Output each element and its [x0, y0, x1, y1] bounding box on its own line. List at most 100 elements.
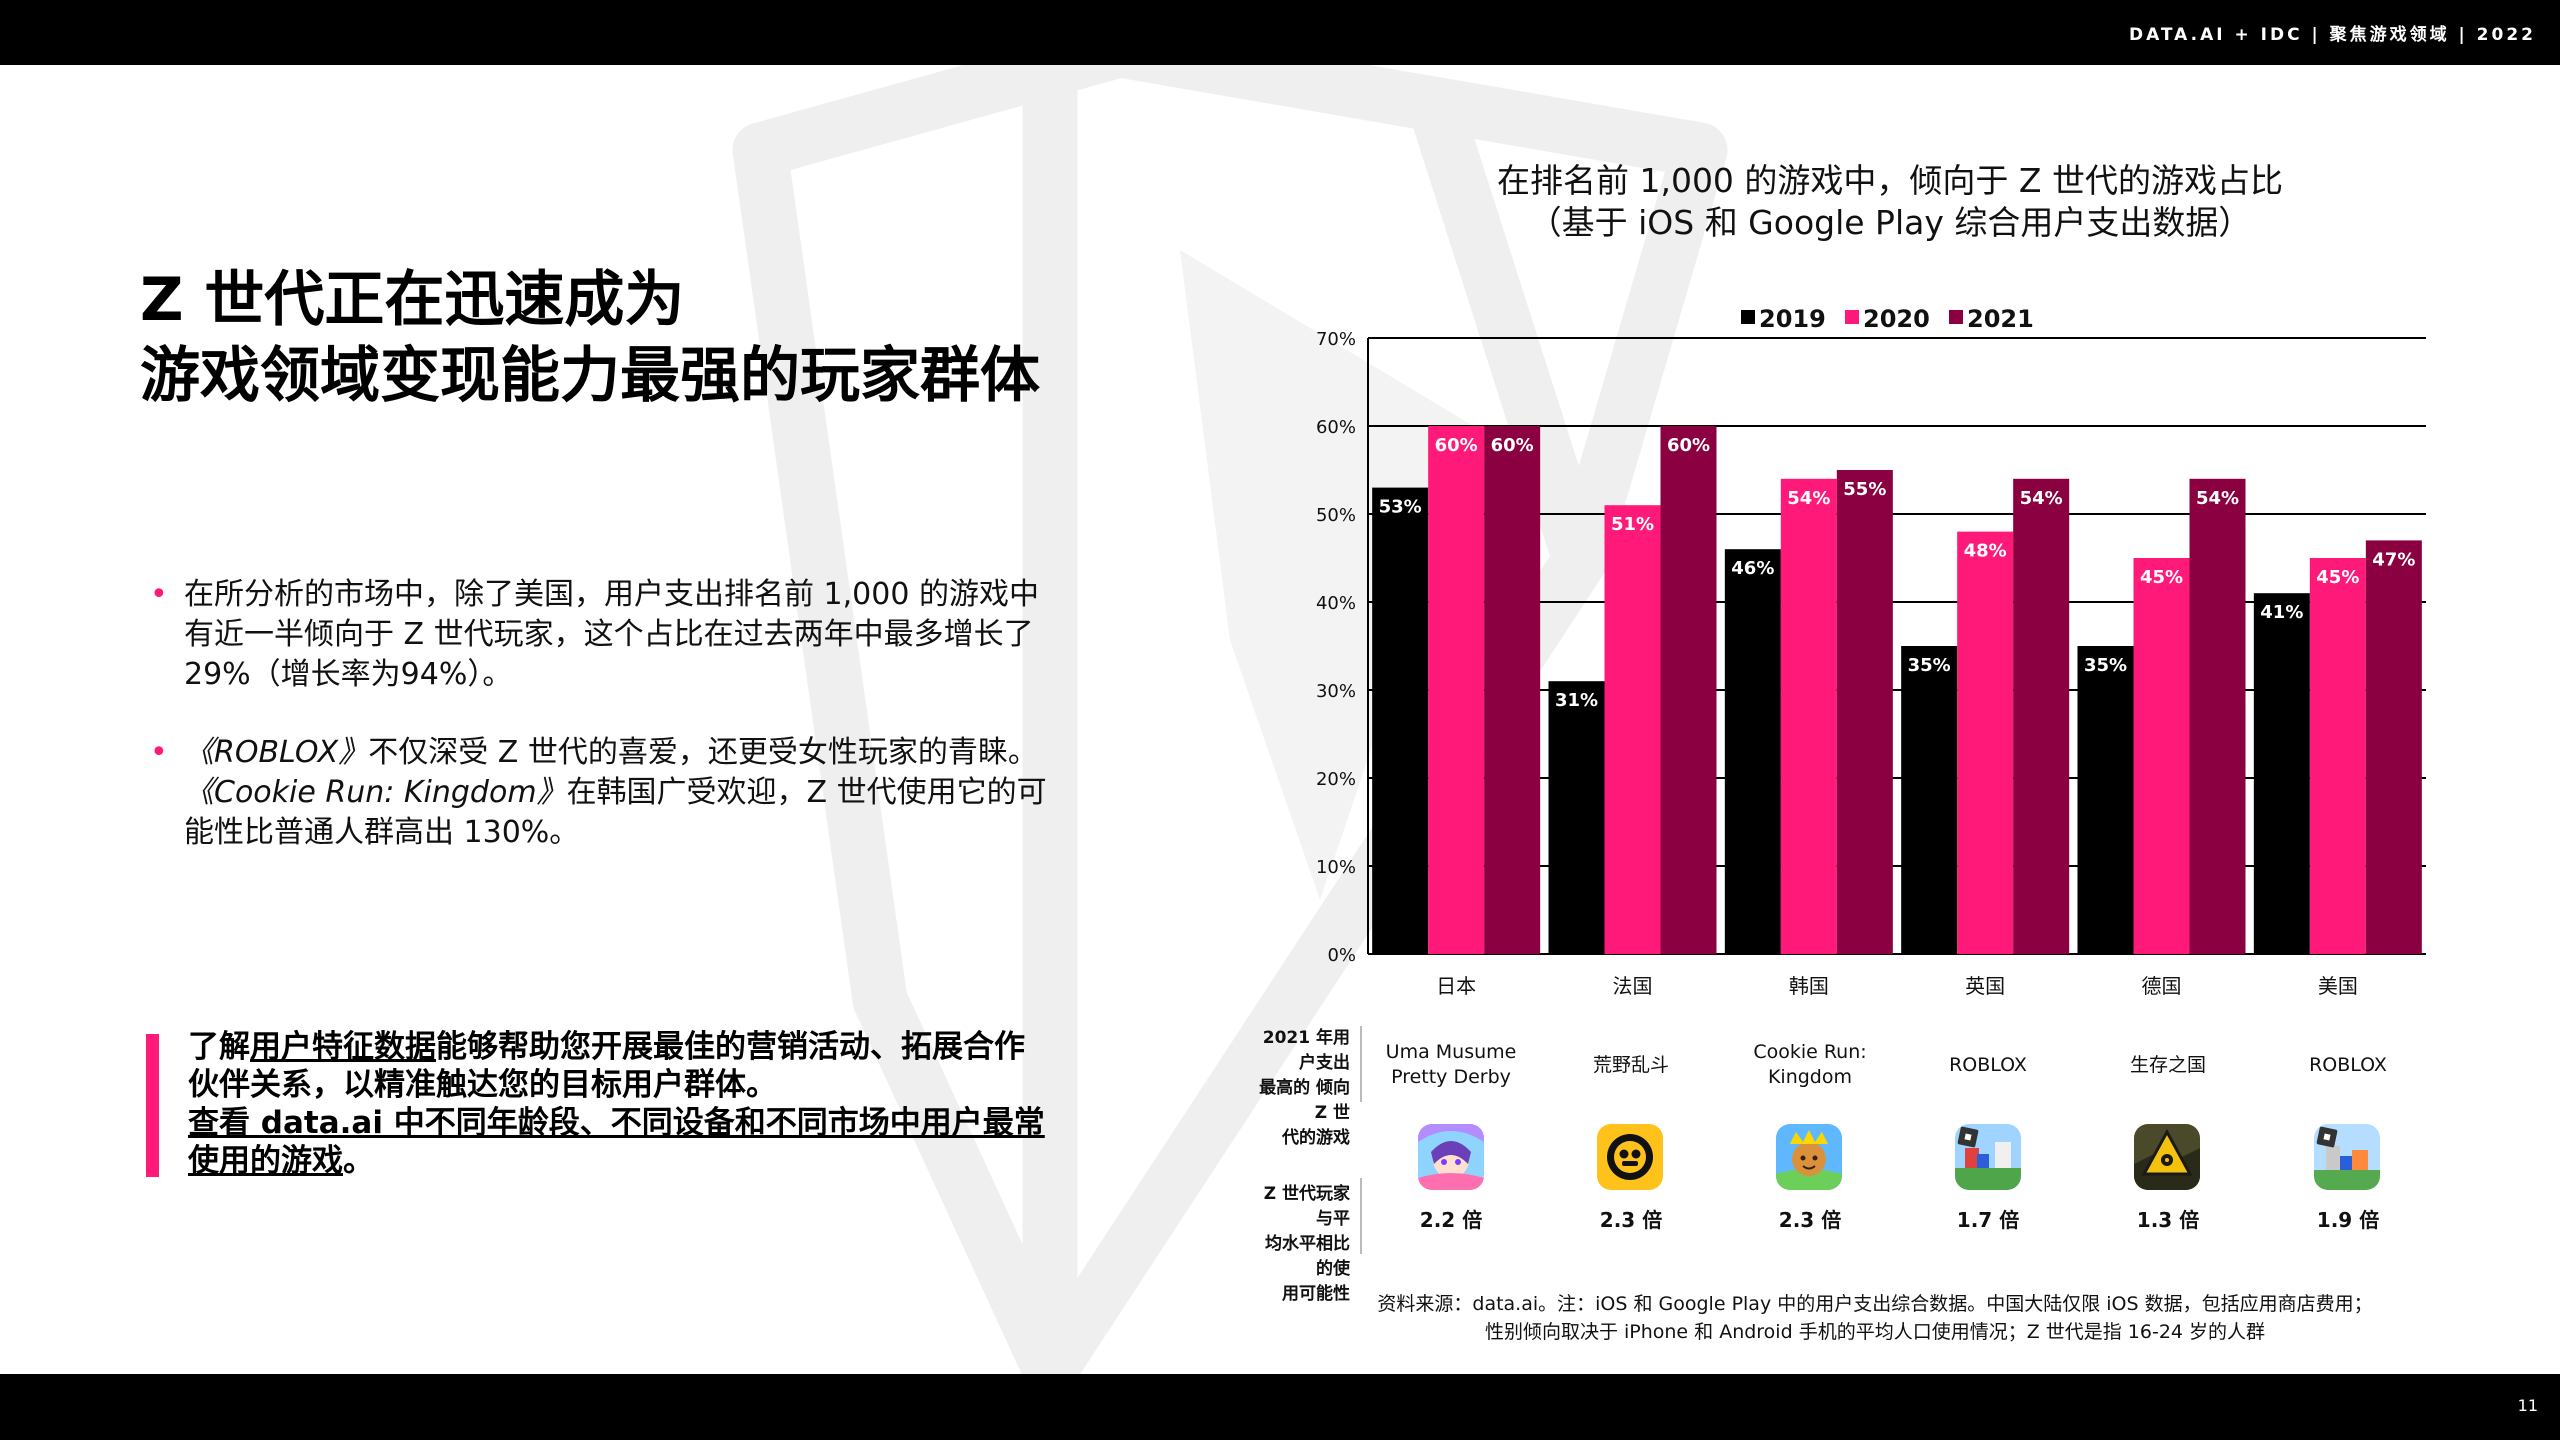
x-tick-label: 德国: [2142, 974, 2182, 998]
roblox-icon: [1955, 1124, 2021, 1190]
y-tick-label: 60%: [1316, 417, 1356, 438]
key-point-2-line-3: 能性比普通人群高出 130%。: [184, 815, 580, 850]
bar-chart: 0% 10% 20% 30% 40% 50% 60% 70% 53% 60% 60% 日本 31% 51%…: [1316, 305, 2426, 998]
bar-2019: [1372, 487, 1429, 954]
row-divider: [1360, 1026, 1362, 1102]
legend-label-2019: 2019: [1759, 305, 1826, 333]
top-bar: DATA.AI + IDC | 聚焦游戏领域 | 2022: [0, 0, 2560, 65]
data-label: 41%: [2260, 602, 2303, 623]
game-name-uk: ROBLOX: [1903, 1053, 2073, 1078]
brawl-stars-icon: [1597, 1124, 1663, 1190]
page-title: Z 世代正在迅速成为 游戏领域变现能力最强的玩家群体: [140, 262, 1040, 414]
chart-subtitle: （基于 iOS 和 Google Play 综合用户支出数据）: [1528, 203, 2252, 242]
cta-line-4-post: 。: [343, 1143, 374, 1179]
cta-line-1-pre: 了解: [188, 1029, 250, 1065]
top-games-link-line-2[interactable]: 使用的游戏: [188, 1143, 343, 1179]
bar-2019: [1901, 646, 1958, 954]
cta-accent-bar: [146, 1034, 159, 1177]
likelihood-value-korea: 2.3 倍: [1778, 1208, 1842, 1232]
likelihood-value-uk: 1.7 倍: [1956, 1208, 2020, 1232]
bar-2021: [2189, 478, 2246, 954]
data-label: 46%: [1731, 558, 1774, 579]
state-of-survival-icon: [2134, 1124, 2200, 1190]
top-game-row-label-line-1: 2021 年用户支出: [1262, 1028, 1350, 1073]
top-games-link-line-1[interactable]: 查看 data.ai 中不同年龄段、不同设备和不同市场中用户最常: [188, 1105, 1045, 1141]
data-label: 45%: [2140, 567, 2183, 588]
data-label: 35%: [2084, 655, 2127, 676]
game-name-line: ROBLOX: [1949, 1054, 2027, 1076]
likelihood-value-japan: 2.2 倍: [1419, 1208, 1483, 1232]
uma-musume-icon: [1418, 1124, 1484, 1190]
bar-2020: [1780, 478, 1837, 954]
game-name-germany: 生存之国: [2083, 1053, 2253, 1078]
source-note-line-2: 性别倾向取决于 iPhone 和 Android 手机的平均人口使用情况；Z 世…: [1484, 1321, 2266, 1343]
bar-2020: [2309, 558, 2366, 954]
top-game-row-label: 2021 年用户支出 最高的 倾向Z 世 代的游戏: [1250, 1026, 1350, 1151]
cta-line-4: 使用的游戏。: [188, 1142, 1088, 1180]
bar-2020: [1604, 505, 1661, 954]
x-tick-label: 英国: [1965, 974, 2005, 998]
y-tick-label: 30%: [1316, 681, 1356, 702]
legend-label-2020: 2020: [1863, 305, 1930, 333]
likelihood-value-france: 2.3 倍: [1599, 1208, 1663, 1232]
game-name-line: Pretty Derby: [1391, 1066, 1511, 1088]
data-label: 54%: [2196, 488, 2239, 509]
y-tick-label: 0%: [1327, 945, 1356, 966]
x-tick-label: 法国: [1613, 974, 1653, 998]
bar-2021: [2365, 540, 2422, 954]
bar-2019: [2077, 646, 2134, 954]
source-note-line-1: 资料来源：data.ai。注：iOS 和 Google Play 中的用户支出综…: [1377, 1293, 2373, 1315]
bar-2021: [1484, 426, 1541, 954]
legend-swatch-2021: [1949, 310, 1963, 324]
chart-title: 在排名前 1,000 的游戏中，倾向于 Z 世代的游戏占比 （基于 iOS 和 …: [1380, 160, 2400, 244]
data-label: 35%: [1908, 655, 1951, 676]
data-label: 60%: [1435, 435, 1478, 456]
likelihood-row-label-line-1: Z 世代玩家与平: [1263, 1184, 1350, 1229]
bar-2019: [1548, 681, 1605, 954]
top-game-row-label-line-3: 代的游戏: [1282, 1128, 1350, 1148]
data-label: 53%: [1379, 497, 1422, 518]
y-tick-label: 10%: [1316, 857, 1356, 878]
likelihood-value-germany: 1.3 倍: [2136, 1208, 2200, 1232]
source-note: 资料来源：data.ai。注：iOS 和 Google Play 中的用户支出综…: [1300, 1290, 2450, 1346]
x-tick-label: 韩国: [1789, 974, 1829, 998]
key-point-1-line-2: 有近一半倾向于 Z 世代玩家，这个占比在过去两年中最多增长了: [184, 617, 1034, 652]
row-divider: [1360, 1178, 1362, 1254]
bar-2020: [2133, 558, 2190, 954]
data-label: 45%: [2316, 567, 2359, 588]
data-label: 48%: [1964, 541, 2007, 562]
data-label: 51%: [1611, 514, 1654, 535]
data-label: 60%: [1491, 435, 1534, 456]
game-name-line: Cookie Run:: [1753, 1041, 1867, 1063]
likelihood-value-usa: 1.9 倍: [2316, 1208, 2380, 1232]
bar-2019: [2253, 593, 2310, 954]
key-point-1-line-3: 29%（增长率为94%）。: [184, 657, 513, 692]
cta-line-1-post: 能够帮助您开展最佳的营销活动、拓展合作: [436, 1029, 1025, 1065]
bar-2021: [2013, 478, 2070, 954]
key-point-1-line-1: 在所分析的市场中，除了美国，用户支出排名前 1,000 的游戏中: [184, 577, 1039, 612]
likelihood-row-label-line-2: 均水平相比的使: [1265, 1234, 1350, 1279]
bar-2020: [1428, 426, 1485, 954]
bottom-bar: 11: [0, 1374, 2560, 1440]
y-tick-label: 50%: [1316, 505, 1356, 526]
key-point-2-line-1: 不仅深受 Z 世代的喜爱，还更受女性玩家的青睐。: [368, 735, 1038, 770]
bar-2021: [1660, 426, 1717, 954]
cookie-run-title: 《Cookie Run: Kingdom》: [184, 775, 567, 810]
user-demographics-link[interactable]: 用户特征数据: [250, 1029, 436, 1065]
roblox-title: 《ROBLOX》: [184, 735, 369, 770]
game-name-line: Kingdom: [1767, 1066, 1853, 1088]
page-title-line-1: Z 世代正在迅速成为: [140, 265, 685, 335]
page-title-line-2: 游戏领域变现能力最强的玩家群体: [140, 341, 1040, 411]
game-name-line: Uma Musume: [1385, 1041, 1517, 1063]
game-name-line: ROBLOX: [2309, 1054, 2387, 1076]
roblox-icon: [2314, 1124, 2380, 1190]
header-text: DATA.AI + IDC | 聚焦游戏领域 | 2022: [2128, 25, 2536, 45]
bar-2021: [1836, 470, 1893, 954]
legend-swatch-2020: [1845, 310, 1859, 324]
data-label: 54%: [1787, 488, 1830, 509]
bar-2019: [1724, 549, 1781, 954]
chart-title-line-1: 在排名前 1,000 的游戏中，倾向于 Z 世代的游戏占比: [1496, 161, 2284, 200]
game-name-line: 荒野乱斗: [1592, 1054, 1669, 1076]
likelihood-row-label-line-3: 用可能性: [1282, 1284, 1350, 1304]
cta-line-2: 伙伴关系，以精准触达您的目标用户群体。: [188, 1067, 777, 1103]
